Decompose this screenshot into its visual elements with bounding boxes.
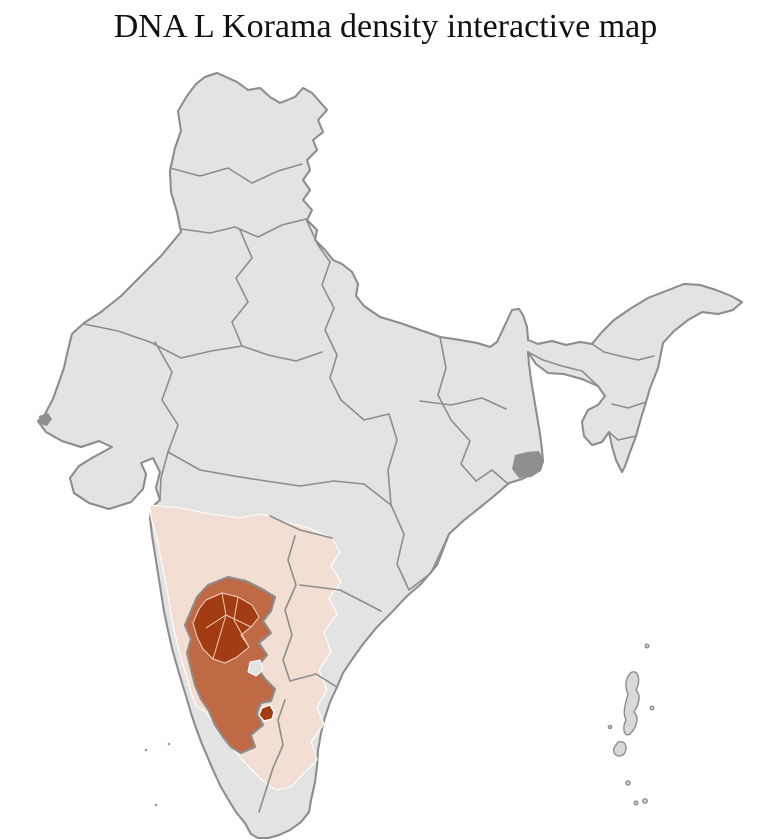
district-borders bbox=[205, 592, 252, 660]
state-borders bbox=[83, 163, 655, 813]
density-high-district-bangalore[interactable] bbox=[258, 704, 275, 722]
nodata-pocket[interactable] bbox=[247, 659, 264, 677]
density-high-region[interactable] bbox=[192, 592, 260, 664]
andaman-nicobar-islands[interactable] bbox=[607, 643, 655, 806]
sundarbans-delta-shade bbox=[512, 451, 544, 478]
lakshadweep-islands[interactable] bbox=[144, 742, 171, 807]
kutch-tip-shade bbox=[39, 413, 52, 426]
page-title: DNA L Korama density interactive map bbox=[113, 8, 658, 45]
